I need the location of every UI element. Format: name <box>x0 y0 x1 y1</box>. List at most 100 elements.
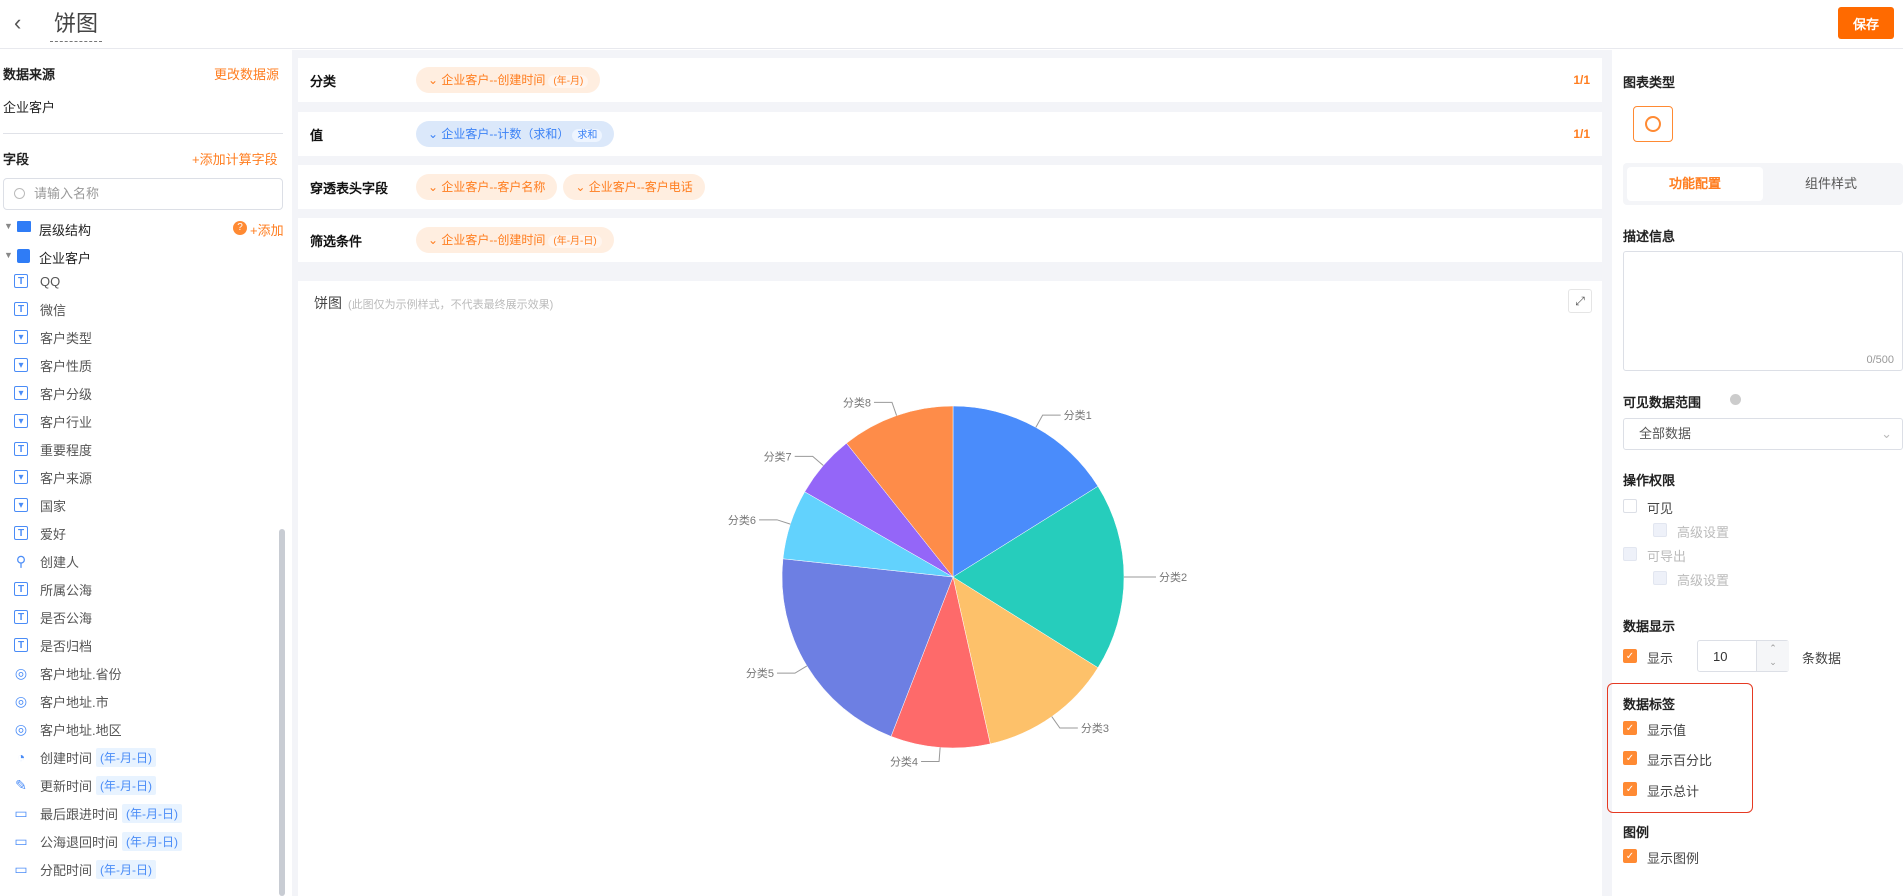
field-item[interactable]: T 重要程度 <box>14 437 92 461</box>
text-icon: T <box>14 582 28 596</box>
field-label: 客户来源 <box>40 470 93 486</box>
pie-slice[interactable] <box>781 558 954 737</box>
field-label: 重要程度 <box>40 442 93 458</box>
select-icon: ▾ <box>14 470 28 484</box>
visible-checkbox[interactable] <box>1623 499 1637 513</box>
tab-bar: 功能配置 组件样式 <box>1623 163 1903 205</box>
chip-text: 企业客户--客户名称 <box>441 180 546 194</box>
text-icon: T <box>14 274 28 288</box>
chip-sub: (年-月-日) <box>548 235 602 248</box>
right-panel: 图表类型 功能配置 组件样式 描述信息 0/500 可见数据范围 全部数据 ⌄ … <box>1607 50 1903 896</box>
visible-advanced-checkbox[interactable] <box>1653 523 1667 537</box>
display-checkbox[interactable]: ✓ <box>1623 649 1637 663</box>
tab-component-style[interactable]: 组件样式 <box>1804 176 1857 191</box>
drill-chip[interactable]: ⌄ 企业客户--客户名称 <box>416 174 558 200</box>
category-chip[interactable]: ⌄ 企业客户--创建时间 (年-月) <box>416 67 601 93</box>
info-icon[interactable] <box>1730 394 1741 405</box>
field-item[interactable]: ◎ 客户地址.省份 <box>14 661 122 685</box>
field-item[interactable]: T QQ <box>14 269 60 293</box>
field-item[interactable]: ✎ 更新时间 (年-月-日) <box>14 773 157 797</box>
show-value-checkbox[interactable]: ✓ <box>1623 721 1637 735</box>
text-icon: T <box>14 302 28 316</box>
show-percent-checkbox[interactable]: ✓ <box>1623 751 1637 765</box>
field-item[interactable]: ▾ 客户性质 <box>14 353 92 377</box>
calendar-icon: ▭ <box>14 860 28 877</box>
show-percent-label: 显示百分比 <box>1647 753 1713 768</box>
pie-slice[interactable] <box>890 576 991 749</box>
chip-sub: 求和 <box>572 129 603 142</box>
field-item[interactable]: T 爱好 <box>14 521 66 545</box>
description-textarea[interactable]: 0/500 <box>1623 251 1903 371</box>
filter-chip[interactable]: ⌄ 企业客户--创建时间 (年-月-日) <box>416 227 614 253</box>
field-item[interactable]: T 所属公海 <box>14 577 92 601</box>
field-item[interactable]: ◎ 客户地址.地区 <box>14 717 122 741</box>
expand-icon[interactable]: ⤢ <box>1568 289 1592 313</box>
text-icon: T <box>14 638 28 652</box>
display-count-stepper[interactable]: 10 ⌃ ⌄ <box>1697 640 1789 672</box>
field-label: 公海退回时间 <box>40 834 119 850</box>
stepper-arrows-icon[interactable]: ⌃ ⌄ <box>1756 641 1789 671</box>
pie-type-button[interactable] <box>1633 106 1673 142</box>
field-item[interactable]: T 是否归档 <box>14 633 92 657</box>
scrollbar[interactable] <box>279 529 285 896</box>
legend-title: 图例 <box>1623 825 1650 840</box>
select-icon: ▾ <box>14 386 28 400</box>
field-item[interactable]: ▭ 公海退回时间 (年-月-日) <box>14 829 183 853</box>
export-advanced-checkbox[interactable] <box>1653 571 1667 585</box>
field-item[interactable]: ▾ 客户行业 <box>14 409 92 433</box>
save-button[interactable]: 保存 <box>1838 7 1894 39</box>
page-title[interactable]: 饼图 <box>50 6 103 42</box>
field-label: 创建时间 <box>40 750 93 766</box>
label-line <box>1051 716 1078 729</box>
field-item[interactable]: ◎ 客户地址.市 <box>14 689 109 713</box>
field-label: 客户分级 <box>40 386 93 402</box>
drill-chip[interactable]: ⌄ 企业客户--客户电话 <box>563 174 705 200</box>
add-calc-field-link[interactable]: +添加计算字段 <box>192 152 278 167</box>
pie-slice[interactable] <box>846 405 954 578</box>
field-item[interactable]: ▾ 客户来源 <box>14 465 92 489</box>
collapse-icon[interactable]: ▼ <box>4 221 13 231</box>
collapse-icon[interactable]: ▼ <box>4 250 13 260</box>
field-item[interactable]: ▾ 国家 <box>14 493 66 517</box>
change-source-link[interactable]: 更改数据源 <box>214 67 280 82</box>
display-unit: 条数据 <box>1802 651 1842 666</box>
pie-slice[interactable] <box>952 485 1125 669</box>
drill-row: 穿透表头字段 ⌄ 企业客户--客户名称 ⌄ 企业客户--客户电话 <box>298 165 1602 209</box>
label-line <box>776 665 808 674</box>
divider <box>3 133 283 134</box>
tab-function-config[interactable]: 功能配置 <box>1627 167 1763 201</box>
field-item[interactable]: ▭ 最后跟进时间 (年-月-日) <box>14 801 183 825</box>
field-item[interactable]: ◔ 创建时间 (年-月-日) <box>14 745 157 769</box>
field-format-tag: (年-月-日) <box>96 775 157 795</box>
field-label: 最后跟进时间 <box>40 806 119 822</box>
pie-slice[interactable] <box>952 576 1099 745</box>
field-item[interactable]: ⚲ 创建人 <box>14 549 79 573</box>
field-item[interactable]: T 是否公海 <box>14 605 92 629</box>
value-chip[interactable]: ⌄ 企业客户--计数（求和） 求和 <box>416 121 615 147</box>
field-label: 爱好 <box>40 526 67 542</box>
display-title: 数据显示 <box>1623 619 1676 634</box>
scope-select[interactable]: 全部数据 ⌄ <box>1623 418 1903 450</box>
scope-value: 全部数据 <box>1639 426 1692 441</box>
show-legend-checkbox[interactable]: ✓ <box>1623 849 1637 863</box>
export-checkbox[interactable] <box>1623 547 1637 561</box>
field-format-tag: (年-月-日) <box>122 803 183 823</box>
add-hierarchy-link[interactable]: +添加 <box>250 223 284 238</box>
pie-slice[interactable] <box>952 405 1099 578</box>
help-icon[interactable]: ? <box>233 221 247 235</box>
calendar-icon: ▭ <box>14 804 28 821</box>
show-total-checkbox[interactable]: ✓ <box>1623 782 1637 796</box>
field-label: 国家 <box>40 498 67 514</box>
field-item[interactable]: ▾ 客户分级 <box>14 381 92 405</box>
field-label: 微信 <box>40 302 67 318</box>
field-search-input[interactable]: 请输入名称 <box>3 178 283 210</box>
chip-text: 企业客户--创建时间 <box>441 233 546 247</box>
field-item[interactable]: ▾ 客户类型 <box>14 325 92 349</box>
location-icon: ◎ <box>14 720 28 737</box>
back-icon[interactable]: ‹ <box>14 10 22 35</box>
value-label: 值 <box>310 128 324 143</box>
field-item[interactable]: T 微信 <box>14 297 66 321</box>
chart-note: (此图仅为示例样式，不代表最终展示效果) <box>348 299 554 311</box>
highlight-box <box>1607 683 1753 813</box>
field-item[interactable]: ▭ 分配时间 (年-月-日) <box>14 857 157 881</box>
